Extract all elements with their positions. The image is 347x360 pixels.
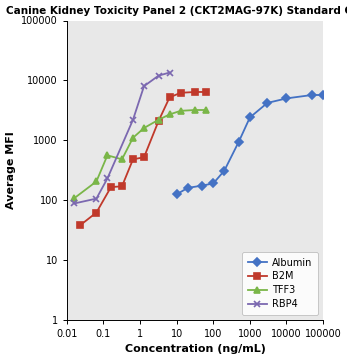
TFF3 (72, 196, 76, 200)
Line: RBP4: RBP4 (71, 69, 173, 207)
Line: TFF3: TFF3 (71, 107, 209, 201)
TFF3 (168, 112, 172, 117)
TFF3 (94, 179, 99, 184)
Albumin (310, 93, 314, 97)
Albumin (285, 96, 289, 100)
B2M (142, 155, 146, 159)
RBP4 (142, 84, 146, 88)
Albumin (321, 93, 325, 97)
B2M (204, 90, 208, 94)
RBP4 (105, 176, 110, 181)
B2M (94, 210, 99, 215)
TFF3 (142, 126, 146, 130)
RBP4 (72, 201, 76, 206)
Albumin (237, 139, 241, 144)
RBP4 (156, 73, 161, 78)
X-axis label: Concentration (ng/mL): Concentration (ng/mL) (125, 345, 265, 355)
TFF3 (178, 109, 183, 113)
TFF3 (131, 136, 135, 140)
Line: B2M: B2M (77, 89, 209, 228)
RBP4 (168, 71, 172, 75)
TFF3 (105, 153, 110, 157)
B2M (178, 91, 183, 95)
Albumin (211, 181, 215, 186)
B2M (109, 185, 113, 189)
Legend: Albumin, B2M, TFF3, RBP4: Albumin, B2M, TFF3, RBP4 (242, 252, 318, 315)
Albumin (186, 186, 190, 190)
Albumin (265, 101, 269, 105)
TFF3 (204, 108, 208, 112)
Albumin (248, 115, 252, 120)
B2M (193, 90, 197, 94)
TFF3 (156, 118, 161, 122)
RBP4 (94, 197, 99, 201)
Albumin (200, 183, 204, 188)
RBP4 (131, 118, 135, 122)
Albumin (175, 192, 179, 197)
Line: Albumin: Albumin (174, 92, 326, 197)
Albumin (222, 168, 226, 173)
B2M (156, 119, 161, 123)
TFF3 (193, 108, 197, 112)
B2M (120, 184, 124, 189)
Y-axis label: Average MFI: Average MFI (6, 131, 16, 209)
Title: Canine Kidney Toxicity Panel 2 (CKT2MAG-97K) Standard Curves: Canine Kidney Toxicity Panel 2 (CKT2MAG-… (6, 5, 347, 15)
B2M (168, 95, 172, 99)
B2M (131, 157, 135, 162)
TFF3 (120, 157, 124, 162)
B2M (78, 223, 82, 228)
